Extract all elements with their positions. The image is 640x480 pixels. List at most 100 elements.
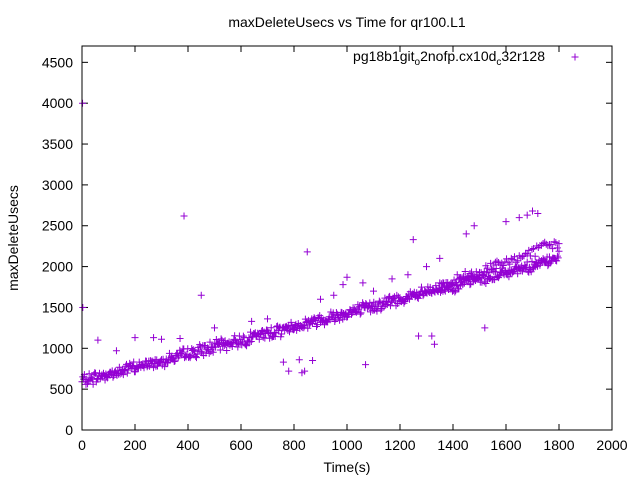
data-point — [206, 338, 214, 346]
legend-plus-icon — [571, 53, 579, 61]
data-point — [459, 281, 467, 289]
x-tick-label: 1200 — [384, 437, 415, 453]
legend-segment: pg18b1git — [353, 48, 415, 64]
data-point — [515, 214, 523, 222]
x-tick-label: 0 — [78, 437, 86, 453]
data-point — [381, 294, 389, 302]
data-point — [317, 295, 324, 303]
data-point — [495, 274, 503, 282]
data-point — [362, 361, 370, 369]
data-point — [436, 254, 444, 262]
data-point — [366, 299, 374, 307]
data-point — [466, 270, 474, 278]
data-point — [383, 300, 391, 308]
x-tick-label: 600 — [229, 437, 253, 453]
data-points — [78, 99, 563, 388]
data-point — [247, 338, 255, 346]
data-point — [448, 280, 456, 288]
data-point — [180, 212, 188, 220]
data-point — [481, 324, 489, 332]
data-point — [259, 333, 267, 341]
data-point — [503, 255, 511, 263]
data-point — [462, 230, 470, 238]
y-tick-label: 2000 — [42, 259, 73, 275]
data-point — [311, 315, 319, 323]
data-point — [216, 346, 224, 354]
data-point — [301, 367, 309, 375]
data-point — [274, 327, 282, 335]
data-point — [544, 242, 552, 250]
data-point — [394, 293, 402, 301]
data-point — [453, 271, 461, 279]
y-tick-label: 500 — [50, 381, 74, 397]
data-point — [437, 286, 445, 294]
data-point — [357, 309, 365, 317]
y-tick-label: 1000 — [42, 340, 73, 356]
data-point — [547, 241, 555, 249]
data-point — [177, 349, 185, 357]
data-point — [120, 365, 128, 373]
data-point — [116, 370, 124, 378]
data-point — [309, 320, 317, 328]
data-point — [209, 348, 217, 356]
data-point — [349, 304, 357, 312]
data-point — [79, 99, 87, 107]
data-point — [122, 362, 130, 370]
data-point — [295, 356, 303, 364]
data-point — [128, 362, 136, 370]
data-point — [506, 260, 514, 268]
data-point — [287, 318, 295, 326]
data-point — [523, 258, 531, 266]
data-point — [552, 239, 560, 247]
data-point — [330, 291, 338, 299]
data-point — [243, 342, 251, 350]
data-point — [452, 279, 460, 287]
data-point — [267, 324, 275, 332]
data-point — [470, 222, 478, 230]
data-point — [239, 332, 247, 340]
data-point — [549, 245, 557, 253]
data-point — [502, 218, 510, 226]
data-point — [406, 295, 414, 303]
legend-segment: 32r128 — [501, 48, 545, 64]
data-point — [529, 207, 536, 215]
data-point — [219, 342, 227, 350]
x-tick-label: 200 — [123, 437, 147, 453]
data-point — [205, 349, 213, 357]
data-point — [466, 281, 474, 289]
data-point — [456, 274, 464, 282]
y-tick-label: 3000 — [42, 177, 73, 193]
x-tick-label: 400 — [176, 437, 200, 453]
data-point — [488, 266, 496, 274]
data-point — [320, 321, 328, 329]
data-point — [144, 361, 152, 369]
data-point — [119, 371, 127, 379]
data-point — [483, 264, 491, 272]
data-point — [522, 249, 530, 257]
data-point — [333, 310, 341, 318]
y-axis-label: maxDeleteUsecs — [5, 185, 21, 291]
data-point — [264, 315, 271, 323]
data-point — [197, 291, 205, 299]
data-point — [79, 303, 87, 311]
data-point — [550, 238, 558, 246]
data-point — [464, 276, 472, 284]
data-point — [124, 366, 132, 374]
data-point — [545, 253, 553, 261]
data-point — [419, 292, 427, 300]
data-point — [245, 334, 253, 342]
x-axis-label: Time(s) — [324, 459, 371, 475]
data-point — [305, 321, 313, 329]
data-point — [430, 340, 438, 348]
plot-frame — [81, 45, 613, 431]
data-point — [211, 324, 218, 332]
data-point — [217, 335, 225, 343]
y-tick-label: 1500 — [42, 299, 73, 315]
y-tick-label: 0 — [65, 422, 73, 438]
data-point — [170, 357, 178, 365]
data-point — [290, 324, 298, 332]
data-point — [523, 211, 531, 219]
data-point — [553, 257, 561, 265]
x-tick-label: 2000 — [596, 437, 627, 453]
